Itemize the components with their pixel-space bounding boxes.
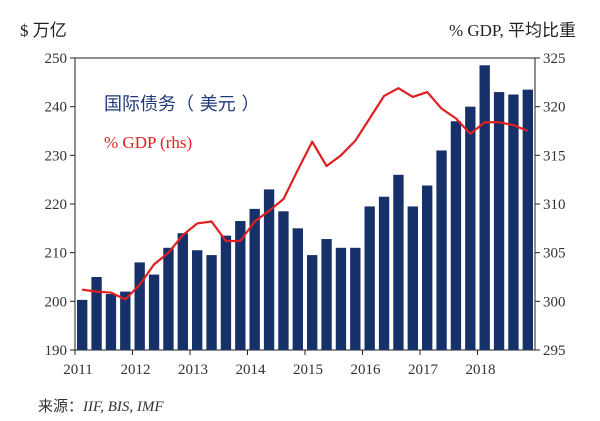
debt-bar-10 [206,255,217,350]
x-tick-label: 2014 [236,362,267,378]
debt-bar-29 [479,65,490,351]
debt-bar-28 [465,106,476,350]
debt-bar-2 [91,277,102,350]
right-tick-label: 300 [543,294,566,310]
right-tick-label: 310 [543,197,566,213]
right-tick-label: 295 [543,343,566,359]
right-axis-title: % GDP, 平均比重 [448,21,576,40]
source-note: 来源：IIF, BIS, IMF [38,395,164,416]
debt-bar-3 [105,294,117,350]
debt-bar-21 [364,206,375,350]
x-tick-label: 2015 [293,362,323,378]
debt-bar-8 [177,233,188,350]
debt-bar-26 [436,150,447,350]
debt-bar-20 [350,247,361,350]
x-tick-label: 2011 [63,362,92,378]
debt-bar-19 [335,247,347,350]
legend-debt-label: 国际债务（ 美元 ） [104,94,259,115]
debt-bar-14 [263,189,275,350]
left-tick-label: 190 [45,343,68,359]
debt-bar-31 [508,94,519,350]
right-tick-label: 320 [543,100,566,116]
legend-gdp-label: % GDP (rhs) [104,133,192,152]
left-tick-label: 240 [45,100,68,116]
debt-bar-16 [292,228,303,350]
left-tick-label: 210 [45,246,68,262]
debt-bar-24 [407,206,418,350]
debt-bar-6 [148,274,160,350]
debt-bar-22 [378,196,390,350]
right-tick-label: 315 [543,148,566,164]
left-axis-title: $ 万亿 [20,21,67,40]
debt-bar-17 [307,255,318,350]
x-tick-label: 2018 [466,362,496,378]
right-tick-label: 325 [543,51,566,67]
left-tick-label: 200 [45,294,68,310]
debt-bar-9 [192,250,203,350]
x-tick-label: 2012 [121,362,151,378]
left-tick-label: 220 [45,197,68,213]
debt-bar-18 [321,239,332,350]
gdp-line [82,87,529,301]
source-prefix: 来源： [38,399,84,415]
debt-bar-32 [522,89,533,350]
x-tick-label: 2013 [178,362,208,378]
debt-bar-11 [220,235,232,350]
left-tick-label: 250 [45,51,68,67]
debt-bar-1 [77,299,88,350]
debt-bar-23 [393,174,404,350]
debt-bar-25 [422,185,433,350]
debt-bar-30 [493,92,505,350]
debt-bar-15 [278,211,289,350]
debt-bar-13 [249,208,260,350]
debt-bar-5 [134,262,145,350]
right-tick-label: 305 [543,246,566,262]
x-tick-label: 2017 [408,362,439,378]
debt-bar-12 [235,221,246,350]
debt-bar-4 [120,291,131,350]
debt-bar-27 [450,121,462,351]
left-tick-label: 230 [45,148,68,164]
source-names: IIF, BIS, IMF [83,399,164,415]
x-tick-label: 2016 [351,362,382,378]
debt-bar-7 [163,247,174,350]
